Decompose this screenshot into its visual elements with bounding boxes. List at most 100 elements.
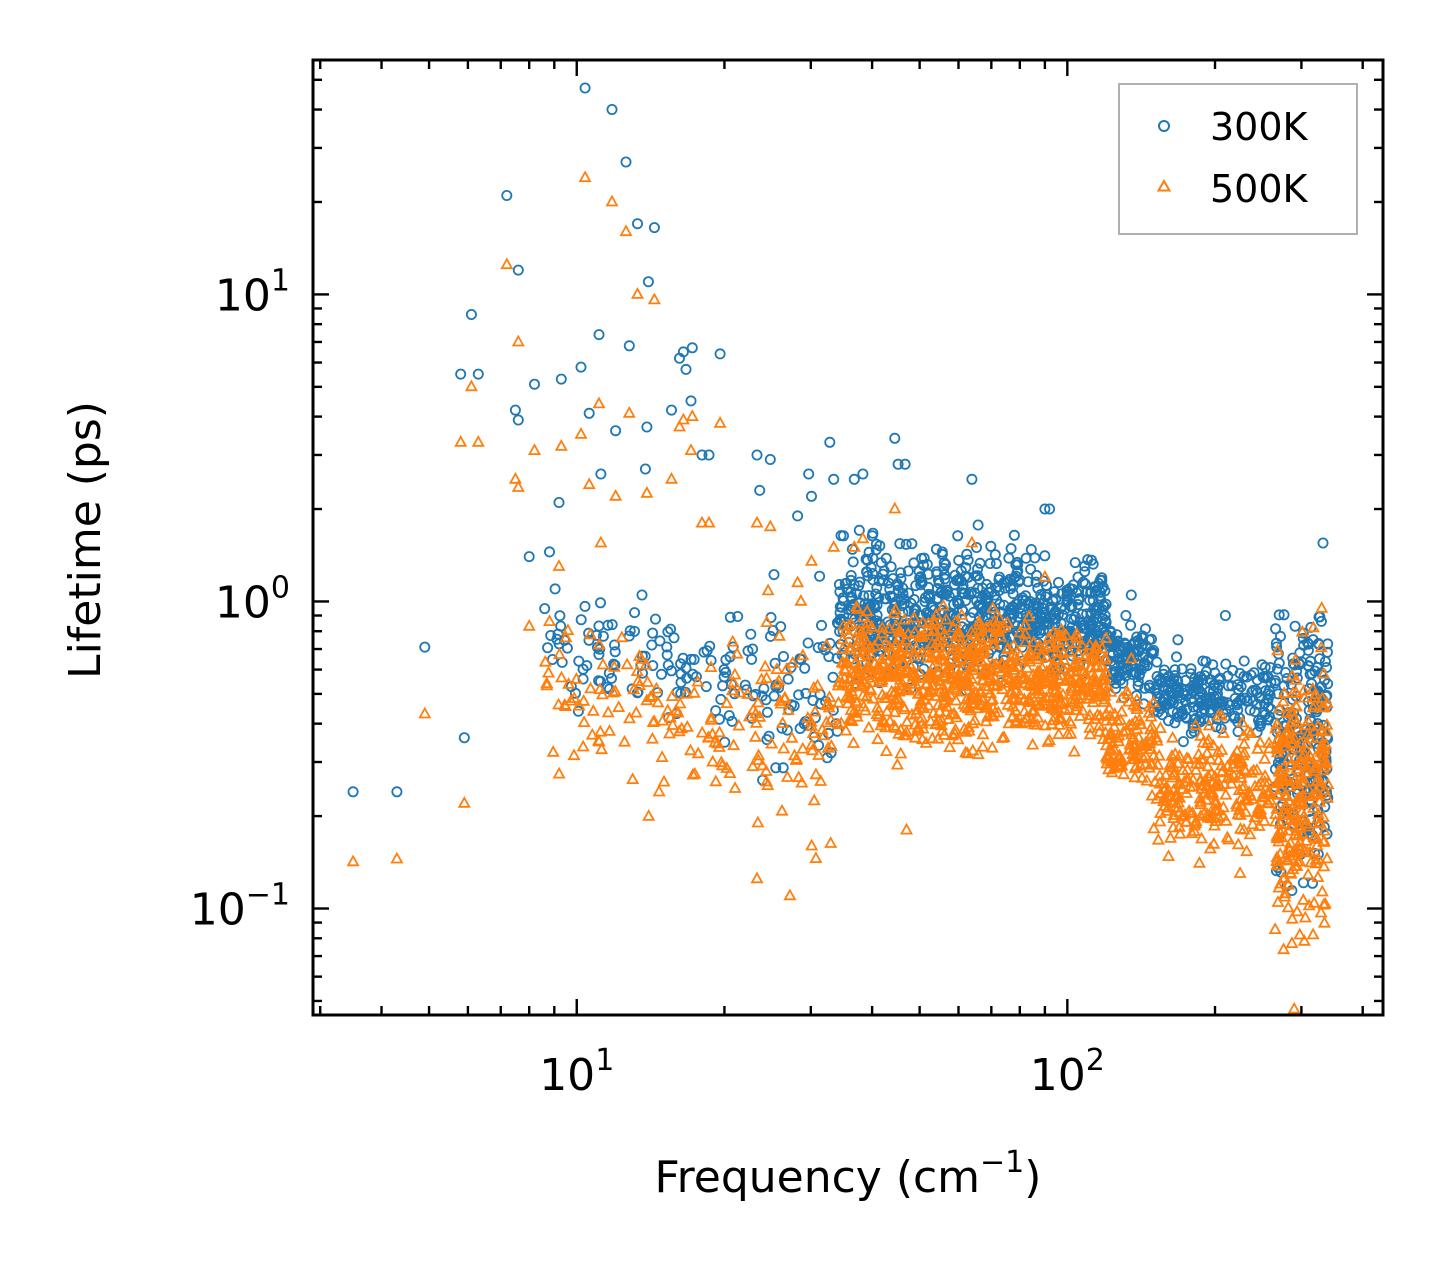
point-500K: [1031, 652, 1045, 665]
point-500K: [704, 660, 718, 672]
point-500K: [819, 715, 833, 728]
point-500K: [759, 774, 774, 787]
point-500K: [1292, 794, 1307, 807]
point-500K: [1206, 775, 1220, 788]
point-300K: [1043, 618, 1055, 630]
point-300K: [862, 602, 874, 614]
point-500K: [1320, 724, 1334, 737]
point-300K: [869, 602, 881, 614]
point-500K: [785, 730, 799, 743]
point-500K: [817, 728, 831, 741]
legend-label-500k: 500K: [1210, 167, 1309, 211]
point-500K: [806, 726, 820, 738]
point-300K: [575, 361, 587, 373]
point-500K: [1152, 748, 1166, 761]
point-500K: [1257, 790, 1271, 803]
point-300K: [661, 641, 673, 653]
point-500K: [1224, 771, 1238, 783]
point-500K: [1236, 748, 1250, 761]
point-500K: [1092, 689, 1107, 702]
point-500K: [1283, 779, 1297, 792]
point-500K: [1287, 711, 1301, 724]
point-500K: [695, 725, 709, 738]
point-500K: [1196, 735, 1210, 748]
point-500K: [585, 727, 599, 740]
point-300K: [726, 715, 738, 727]
point-500K: [804, 714, 818, 727]
point-300K: [972, 563, 984, 575]
point-300K: [1178, 687, 1190, 699]
point-500K: [713, 416, 727, 428]
point-500K: [1202, 718, 1216, 731]
point-500K: [946, 620, 960, 633]
point-500K: [1311, 807, 1325, 819]
point-300K: [629, 607, 641, 619]
point-500K: [662, 726, 677, 739]
point-300K: [579, 82, 591, 94]
point-300K: [777, 762, 789, 774]
point-500K: [885, 697, 899, 710]
point-300K: [542, 642, 554, 654]
point-500K: [1119, 723, 1133, 736]
point-500K: [542, 614, 557, 626]
point-500K: [691, 746, 705, 759]
point-500K: [1001, 697, 1015, 710]
point-500K: [508, 471, 522, 484]
point-500K: [1028, 682, 1042, 695]
point-500K: [977, 664, 991, 677]
point-300K: [939, 573, 951, 585]
point-500K: [1278, 889, 1292, 902]
point-500K: [1153, 721, 1167, 733]
point-500K: [564, 693, 578, 706]
point-300K: [1315, 681, 1327, 693]
point-300K: [1069, 557, 1081, 569]
point-500K: [567, 691, 581, 703]
point-500K: [669, 703, 683, 716]
point-500K: [656, 713, 670, 726]
point-500K: [649, 681, 663, 694]
point-300K: [880, 552, 892, 564]
point-500K: [822, 690, 837, 702]
point-500K: [860, 622, 874, 634]
point-300K: [1053, 577, 1065, 589]
point-500K: [1128, 761, 1142, 774]
point-300K: [1120, 610, 1132, 622]
point-300K: [960, 595, 972, 607]
point-500K: [1070, 626, 1084, 639]
point-300K: [680, 363, 692, 375]
point-500K: [1295, 624, 1309, 637]
point-500K: [574, 427, 588, 439]
point-300K: [1270, 623, 1282, 635]
point-500K: [998, 619, 1012, 632]
point-500K: [763, 519, 777, 532]
point-500K: [1306, 927, 1320, 940]
point-500K: [811, 678, 825, 691]
point-500K: [839, 723, 853, 736]
point-500K: [567, 748, 581, 761]
point-500K: [979, 679, 993, 691]
point-500K: [647, 292, 661, 305]
point-500K: [1306, 700, 1320, 713]
point-300K: [776, 722, 788, 734]
point-300K: [827, 671, 839, 683]
point-300K: [1280, 667, 1292, 679]
point-300K: [1038, 603, 1050, 615]
point-300K: [606, 672, 618, 684]
point-500K: [1206, 738, 1220, 751]
point-500K: [822, 700, 836, 713]
point-300K: [853, 524, 865, 536]
point-300K: [1094, 590, 1106, 602]
point-500K: [1290, 758, 1304, 771]
point-500K: [1317, 666, 1331, 679]
point-300K: [1131, 631, 1143, 643]
point-500K: [1038, 569, 1052, 582]
point-300K: [703, 449, 715, 461]
point-500K: [1208, 793, 1223, 806]
point-500K: [939, 612, 953, 625]
point-300K: [590, 629, 602, 641]
point-500K: [907, 645, 921, 658]
point-300K: [1072, 599, 1084, 611]
point-300K: [961, 548, 973, 560]
point-500K: [538, 654, 552, 667]
point-500K: [619, 224, 633, 237]
